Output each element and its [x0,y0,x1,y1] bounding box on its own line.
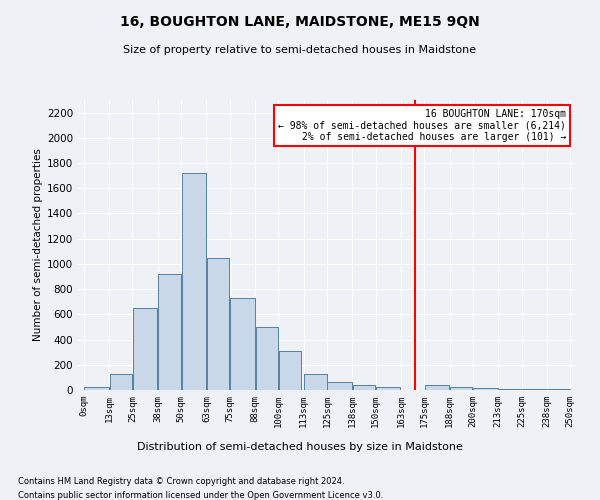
Bar [85,388,109,390]
Bar [207,258,229,390]
Text: 16 BOUGHTON LANE: 170sqm
← 98% of semi-detached houses are smaller (6,214)
2% of: 16 BOUGHTON LANE: 170sqm ← 98% of semi-d… [278,108,566,142]
Bar [158,274,181,390]
Text: Distribution of semi-detached houses by size in Maidstone: Distribution of semi-detached houses by … [137,442,463,452]
Bar [353,385,375,390]
Bar [547,388,569,390]
Bar [256,327,278,390]
Bar [182,173,206,390]
Bar [376,388,400,390]
Y-axis label: Number of semi-detached properties: Number of semi-detached properties [33,148,43,342]
Bar [473,388,498,390]
Bar [230,298,254,390]
Text: Size of property relative to semi-detached houses in Maidstone: Size of property relative to semi-detach… [124,45,476,55]
Text: Contains public sector information licensed under the Open Government Licence v3: Contains public sector information licen… [18,491,383,500]
Bar [110,374,132,390]
Bar [304,374,326,390]
Bar [279,351,301,390]
Bar [328,382,352,390]
Bar [133,308,157,390]
Bar [450,387,472,390]
Text: Contains HM Land Registry data © Crown copyright and database right 2024.: Contains HM Land Registry data © Crown c… [18,478,344,486]
Bar [499,388,521,390]
Text: 16, BOUGHTON LANE, MAIDSTONE, ME15 9QN: 16, BOUGHTON LANE, MAIDSTONE, ME15 9QN [120,15,480,29]
Bar [425,385,449,390]
